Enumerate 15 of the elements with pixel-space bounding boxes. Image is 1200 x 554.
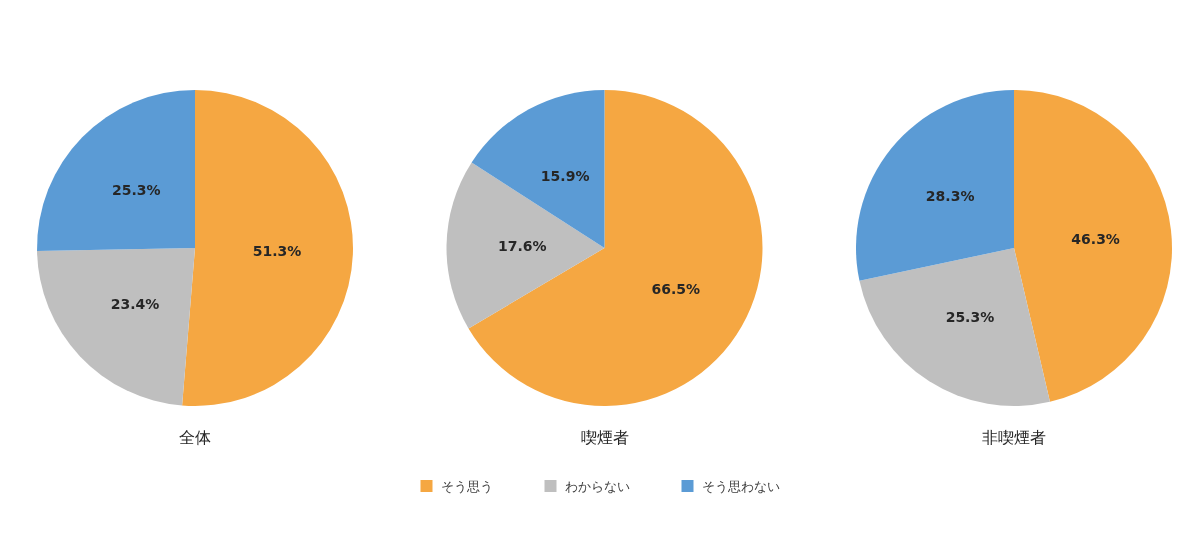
- data-label: 66.5%: [651, 280, 701, 297]
- data-label: 23.4%: [110, 296, 160, 313]
- data-label: 28.3%: [925, 188, 975, 205]
- data-label: 17.6%: [498, 238, 547, 255]
- text: 喫煙者: [580, 427, 629, 447]
- legend-label: そう思う: [440, 478, 493, 494]
- text: 非喫煙者: [982, 427, 1046, 447]
- data-label: 15.9%: [540, 167, 590, 184]
- data-label: 25.3%: [112, 182, 161, 199]
- data-label: 25.3%: [945, 309, 995, 326]
- legend-label: わからない: [564, 478, 630, 494]
- legend-label: そう思わない: [701, 478, 780, 494]
- data-label: 46.3%: [1071, 230, 1120, 247]
- data-label: 51.3%: [252, 243, 302, 260]
- text: 全体: [179, 427, 211, 447]
